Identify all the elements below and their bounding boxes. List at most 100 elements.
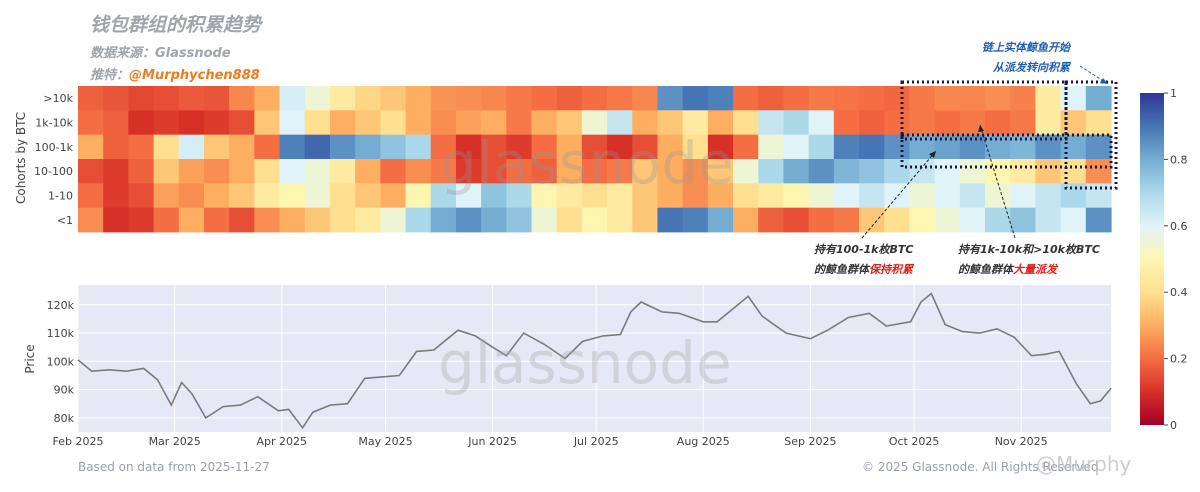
row-label-3: 10-100: [34, 165, 73, 178]
heatmap-cell-2-15: [455, 134, 482, 160]
data-source: 数据来源：Glassnode: [90, 46, 231, 61]
watermark-heatmap: glassnode: [440, 129, 734, 197]
price-y-axis-label: Price: [23, 344, 37, 374]
row-label-4: 1-10: [48, 190, 73, 203]
heatmap-cell-0-36: [985, 86, 1011, 111]
heatmap-cell-4-24: [682, 183, 709, 209]
heatmap-cell-1-0: [78, 110, 104, 136]
heatmap-cell-1-4: [178, 110, 205, 136]
heatmap-cell-0-40: [1085, 86, 1112, 111]
heatmap-cell-4-32: [884, 183, 911, 209]
heatmap-cell-3-12: [380, 159, 407, 184]
heatmap-cell-5-0: [78, 207, 104, 233]
heatmap-cell-2-9: [304, 134, 331, 160]
heatmap-cell-2-24: [682, 134, 709, 160]
heatmap-cell-1-40: [1085, 110, 1112, 136]
heatmap-cell-0-25: [707, 86, 734, 111]
heatmap-cell-5-17: [506, 207, 533, 233]
heatmap-cell-2-38: [1035, 134, 1062, 160]
heatmap-cell-2-37: [1010, 134, 1037, 160]
heatmap-cell-5-20: [581, 207, 608, 233]
heatmap-cell-0-27: [758, 86, 785, 111]
heatmap-cell-3-34: [934, 159, 961, 184]
heatmap-cell-5-14: [430, 207, 457, 233]
heatmap-cell-3-24: [682, 159, 709, 184]
heatmap-cell-1-38: [1035, 110, 1062, 136]
heatmap-cell-4-29: [808, 183, 835, 209]
heatmap-cell-1-6: [229, 110, 255, 136]
heatmap-cell-5-5: [203, 207, 230, 233]
heatmap-cell-1-39: [1060, 110, 1087, 136]
heatmap-cell-0-15: [455, 86, 482, 111]
heatmap-cell-1-34: [934, 110, 961, 136]
chart-title: 钱包群组的积累趋势: [90, 14, 262, 36]
heatmap-cell-2-8: [279, 134, 306, 160]
heatmap-cell-2-30: [833, 134, 860, 160]
heatmap-cell-1-23: [657, 110, 684, 136]
heatmap-cell-4-16: [481, 183, 507, 209]
price-ytick-2: 100k: [47, 355, 75, 368]
price-gridlines: [77, 285, 1111, 432]
heatmap-cell-5-38: [1035, 207, 1062, 233]
price-xtick-7: Sep 2025: [784, 435, 836, 448]
heatmap-cell-2-31: [859, 134, 885, 160]
heatmap-cell-3-15: [455, 159, 482, 184]
heatmap-cell-3-38: [1035, 159, 1062, 184]
heatmap-cell-3-16: [481, 159, 507, 184]
heatmap-cell-1-9: [304, 110, 331, 136]
heatmap-cell-3-11: [355, 159, 381, 184]
colorbar-tick-1: 0.2: [1170, 353, 1188, 366]
heatmap-cell-0-31: [859, 86, 885, 111]
heatmap-cell-0-24: [682, 86, 709, 111]
heatmap-cell-2-29: [808, 134, 835, 160]
heatmap-cell-0-28: [783, 86, 810, 111]
colorbar-tick-3: 0.6: [1170, 220, 1188, 233]
heatmap-cell-3-6: [229, 159, 255, 184]
price-ytick-0: 80k: [54, 412, 75, 425]
heatmap-cell-4-34: [934, 183, 961, 209]
heatmap-cell-1-20: [581, 110, 608, 136]
heatmap-cell-1-37: [1010, 110, 1037, 136]
heatmap-cell-2-12: [380, 134, 407, 160]
heatmap-cell-5-26: [733, 207, 759, 233]
highlight-accumulation-box: [900, 133, 1113, 169]
heatmap-cell-4-22: [632, 183, 659, 209]
heatmap-cell-0-9: [304, 86, 331, 111]
heatmap-cell-1-29: [808, 110, 835, 136]
heatmap-cell-4-0: [78, 183, 104, 209]
heatmap-cell-5-7: [254, 207, 281, 233]
heatmap-cell-1-16: [481, 110, 507, 136]
heatmap-cell-5-3: [153, 207, 180, 233]
heatmap-cell-3-2: [128, 159, 155, 184]
heatmap-cell-1-28: [783, 110, 810, 136]
heatmap-cell-5-39: [1060, 207, 1087, 233]
heatmap-cell-3-32: [884, 159, 911, 184]
heatmap-cell-3-10: [329, 159, 356, 184]
heatmap-cell-0-39: [1060, 86, 1087, 111]
annotation-distribution: 持有1k-10k和>10k枚BTC 的鲸鱼群体大量派发: [958, 240, 1100, 280]
heatmap-cell-5-11: [355, 207, 381, 233]
heatmap-cell-0-33: [909, 86, 936, 111]
heatmap-cell-1-22: [632, 110, 659, 136]
heatmap-cell-2-26: [733, 134, 759, 160]
colorbar-tick-2: 0.4: [1170, 286, 1188, 299]
heatmap-cell-3-31: [859, 159, 885, 184]
colorbar-tick-5: 1: [1170, 87, 1177, 100]
heatmap-cell-5-24: [682, 207, 709, 233]
heatmap-cell-0-19: [556, 86, 583, 111]
heatmap-cell-5-9: [304, 207, 331, 233]
heatmap-cell-0-21: [607, 86, 633, 111]
heatmap-cell-2-27: [758, 134, 785, 160]
heatmap-cell-4-9: [304, 183, 331, 209]
heatmap-cell-5-15: [455, 207, 482, 233]
heatmap-cell-0-30: [833, 86, 860, 111]
heatmap-cell-2-19: [556, 134, 583, 160]
heatmap-cell-4-33: [909, 183, 936, 209]
heatmap-cell-4-11: [355, 183, 381, 209]
heatmap-cell-4-3: [153, 183, 180, 209]
heatmap-cell-1-13: [405, 110, 432, 136]
heatmap-cell-5-23: [657, 207, 684, 233]
heatmap-cell-1-25: [707, 110, 734, 136]
annotation-accumulation: 持有100-1k枚BTC 的鲸鱼群体保持积累: [814, 240, 913, 280]
